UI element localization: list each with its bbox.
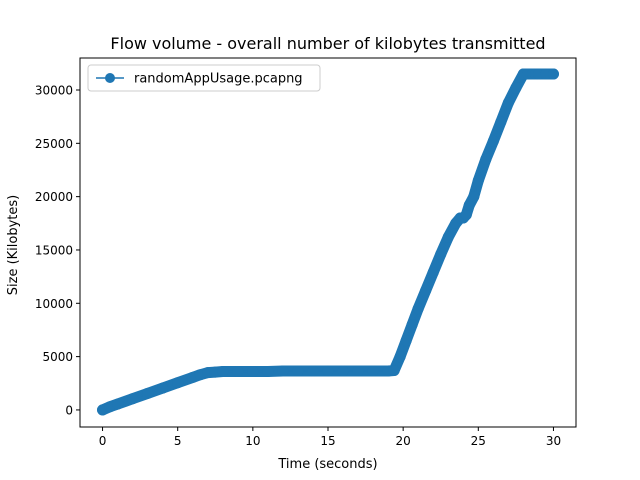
y-tick-label: 30000: [35, 83, 73, 97]
data-point: [463, 199, 475, 211]
data-point: [487, 135, 499, 147]
legend-marker: [105, 73, 115, 83]
data-point: [367, 365, 379, 377]
data-point: [247, 366, 259, 378]
y-tick-label: 15000: [35, 243, 73, 257]
data-point: [412, 303, 424, 315]
x-tick-label: 5: [174, 434, 182, 448]
legend-box: [87, 64, 321, 92]
data-point: [277, 365, 289, 377]
data-point: [547, 68, 559, 80]
axes: 0 5 10 15 20 25 30 0 5000 10000 15000 20000 25000 300…: [35, 57, 577, 448]
x-axis-label: Time (seconds): [277, 457, 377, 472]
data-point: [540, 68, 552, 80]
x-tick-label: 25: [471, 434, 486, 448]
series-line-0: [97, 68, 559, 416]
data-point: [480, 153, 492, 165]
x-tick-label: 0: [99, 434, 107, 448]
data-point: [427, 266, 439, 278]
data-point: [217, 366, 229, 378]
data-point: [400, 335, 412, 347]
data-point: [442, 231, 454, 243]
data-point: [435, 248, 447, 260]
data-point: [262, 366, 274, 378]
data-point: [532, 68, 544, 80]
x-tick-label: 30: [546, 434, 561, 448]
data-point: [127, 393, 139, 405]
data-point: [307, 365, 319, 377]
data-point: [322, 365, 334, 377]
data-point: [292, 365, 304, 377]
series-centerline-0: [102, 73, 554, 411]
x-tick-label: 10: [245, 434, 260, 448]
y-tick-label: 20000: [35, 190, 73, 204]
data-point: [420, 284, 432, 296]
y-axis-label: Size (Kilobytes): [6, 195, 21, 295]
data-point: [472, 175, 484, 187]
data-point: [142, 387, 154, 399]
data-point: [460, 209, 472, 221]
legend-label: randomAppUsage.pcapng: [134, 72, 303, 87]
data-point: [172, 377, 184, 389]
plot-area: [97, 68, 559, 416]
data-point: [510, 82, 522, 94]
y-tick-label: 25000: [35, 137, 73, 151]
data-point: [157, 382, 169, 394]
legend: randomAppUsage.pcapng: [87, 64, 321, 92]
data-point: [232, 366, 244, 378]
data-point: [406, 319, 418, 331]
y-tick-label: 5000: [42, 350, 73, 364]
x-tick-label: 20: [396, 434, 411, 448]
data-point: [394, 351, 406, 363]
y-tick-label: 0: [65, 403, 73, 417]
x-tick-label: 15: [320, 434, 335, 448]
data-point: [337, 365, 349, 377]
data-point: [495, 116, 507, 128]
y-tick-label: 10000: [35, 297, 73, 311]
data-point: [468, 191, 480, 203]
chart-title: Flow volume - overall number of kilobyte…: [110, 34, 545, 53]
data-point: [112, 398, 124, 410]
data-point: [388, 364, 400, 376]
series-group: [97, 68, 559, 416]
data-point: [352, 365, 364, 377]
data-point: [502, 97, 514, 109]
